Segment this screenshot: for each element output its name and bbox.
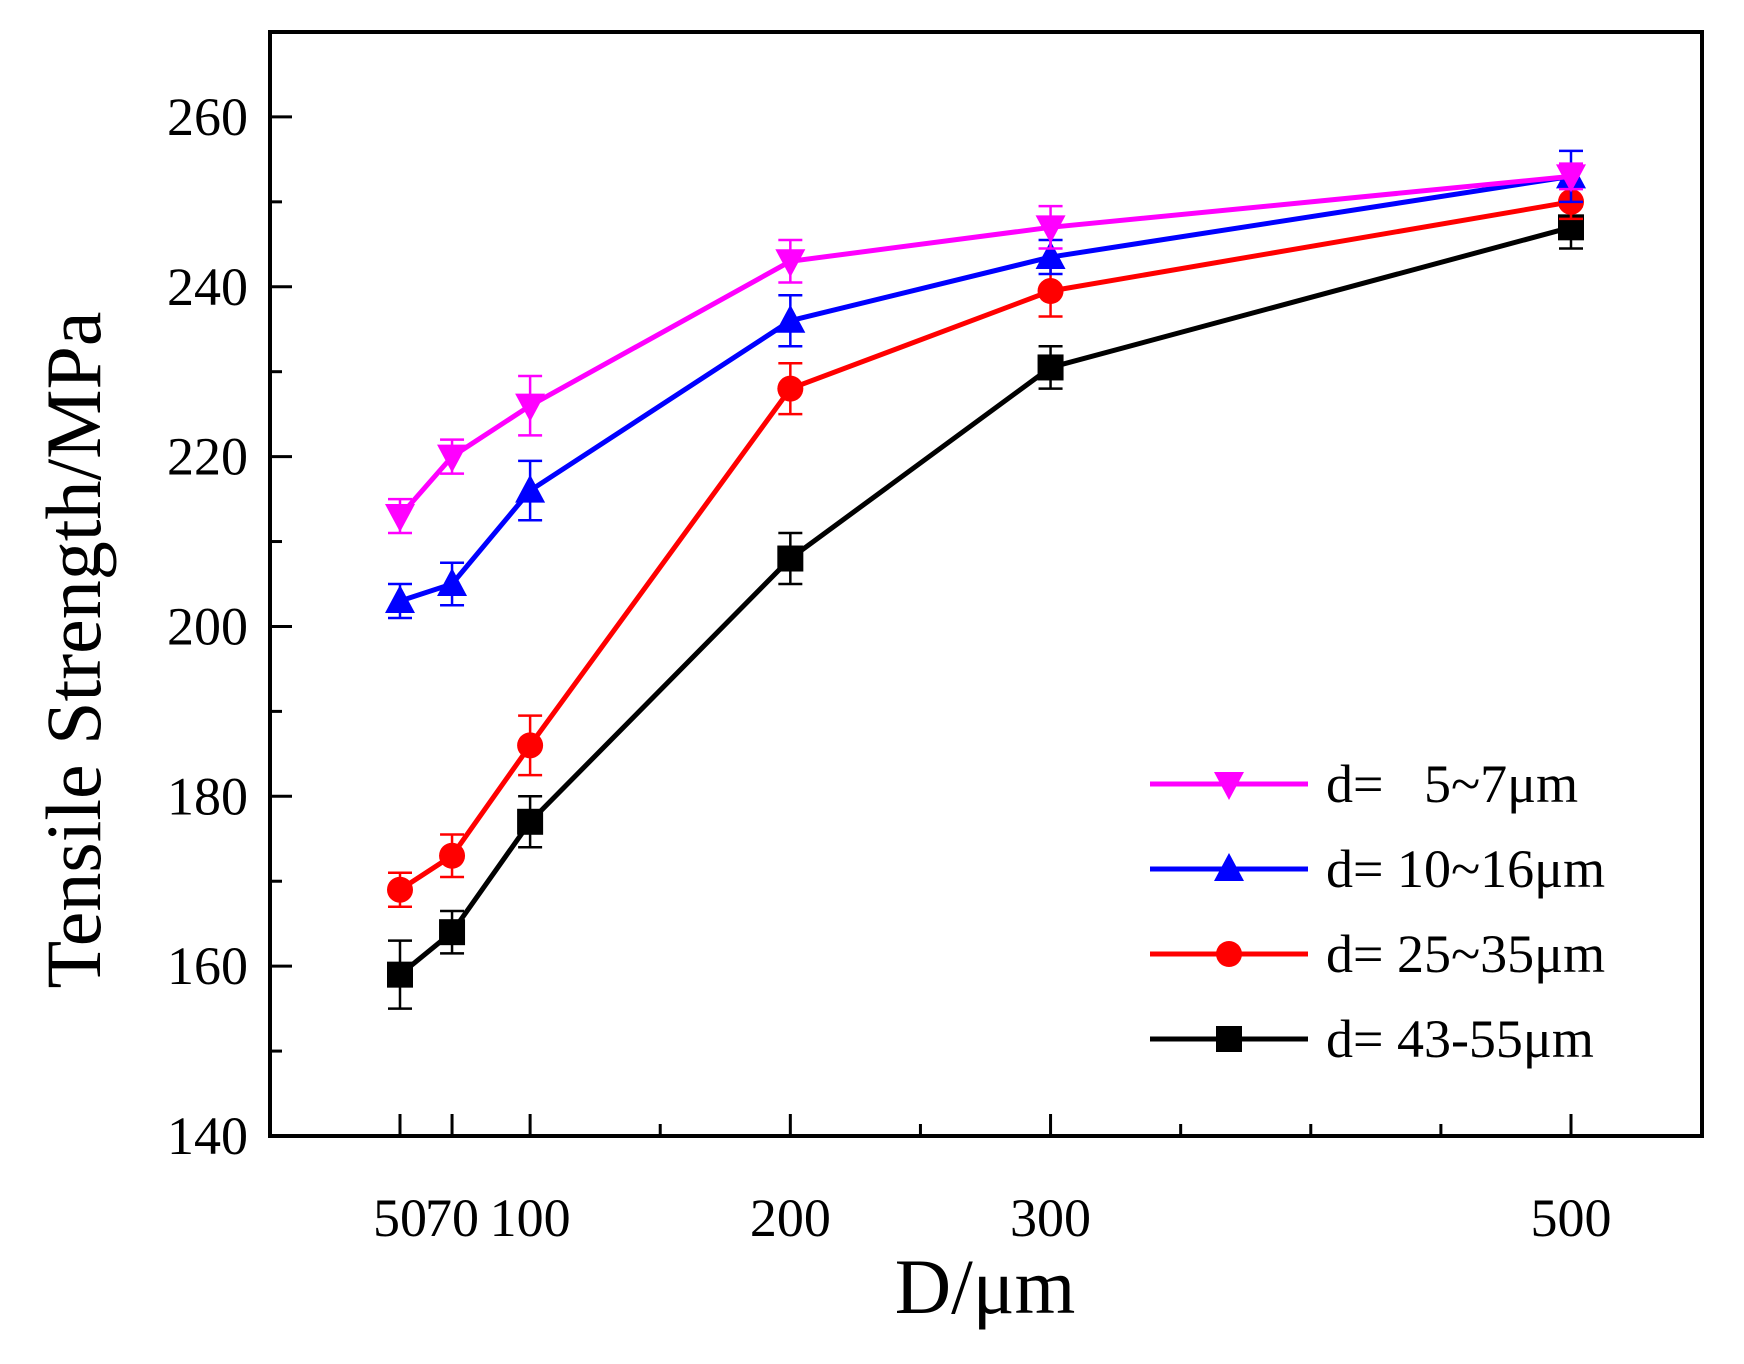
data-point [1556,164,1586,193]
data-point [1037,278,1064,305]
data-point [775,249,806,278]
y-tick-label: 200 [167,596,248,656]
legend-marker [1216,941,1242,967]
y-tick-label: 220 [167,427,248,487]
data-point [437,444,468,473]
y-tick-label: 260 [167,87,248,147]
series-line [399,173,1572,604]
data-point [385,584,415,613]
legend-marker [1216,1026,1242,1052]
plot-frame [268,30,1704,1138]
data-point [777,545,804,572]
data-point [1037,354,1064,381]
legend-label: d= 43-55μm [1326,1009,1594,1069]
data-point [517,808,544,835]
series-circle [387,183,1584,908]
y-axis-title: Tensile Strength/MPa [30,312,117,989]
data-point [439,842,466,869]
data-point [439,919,466,946]
x-tick-label: 300 [1010,1188,1091,1248]
legend-label: d= 5~7μm [1326,754,1578,814]
series-line [398,173,1572,518]
legend-label: d= 10~16μm [1326,839,1605,899]
x-axis-title: D/μm [895,1243,1076,1330]
data-point [387,961,413,988]
legend-entry: d= 43-55μm [1150,1009,1594,1069]
legend-label: d= 25~35μm [1326,924,1605,984]
data-point [385,504,415,533]
data-point [387,876,413,903]
legend-entry: d= 25~35μm [1150,924,1605,984]
data-point [517,732,544,759]
y-tick-label: 240 [167,257,248,317]
y-tick-label: 140 [167,1106,248,1166]
y-axis: 140 160 180 200 220 240 260 [167,87,292,1166]
data-point [775,304,806,333]
data-point [1035,241,1066,270]
data-point [437,568,468,596]
data-point [515,393,546,422]
legend-entry: d= 5~7μm [1150,754,1578,814]
x-tick-label: 500 [1531,1188,1612,1248]
x-tick-label: 100 [490,1188,571,1248]
legend-marker [1214,772,1244,800]
series-triangle-down [385,162,1586,535]
y-tick-label: 180 [167,766,248,826]
y-tick-label: 160 [167,936,248,996]
data-point [1035,215,1066,244]
legend: d= 5~7μm d= 10~16μm d= 25~35μm d= 43-55μm [1150,754,1605,1069]
series-layer [385,149,1586,1010]
legend-entry: d= 10~16μm [1150,839,1605,899]
x-tick-label: 50 [373,1188,427,1248]
data-point [515,474,546,503]
series-triangle-up [385,149,1586,620]
x-tick-label: 70 [425,1188,479,1248]
legend-marker [1214,853,1244,881]
x-tick-label: 200 [750,1188,831,1248]
data-point [777,375,804,402]
